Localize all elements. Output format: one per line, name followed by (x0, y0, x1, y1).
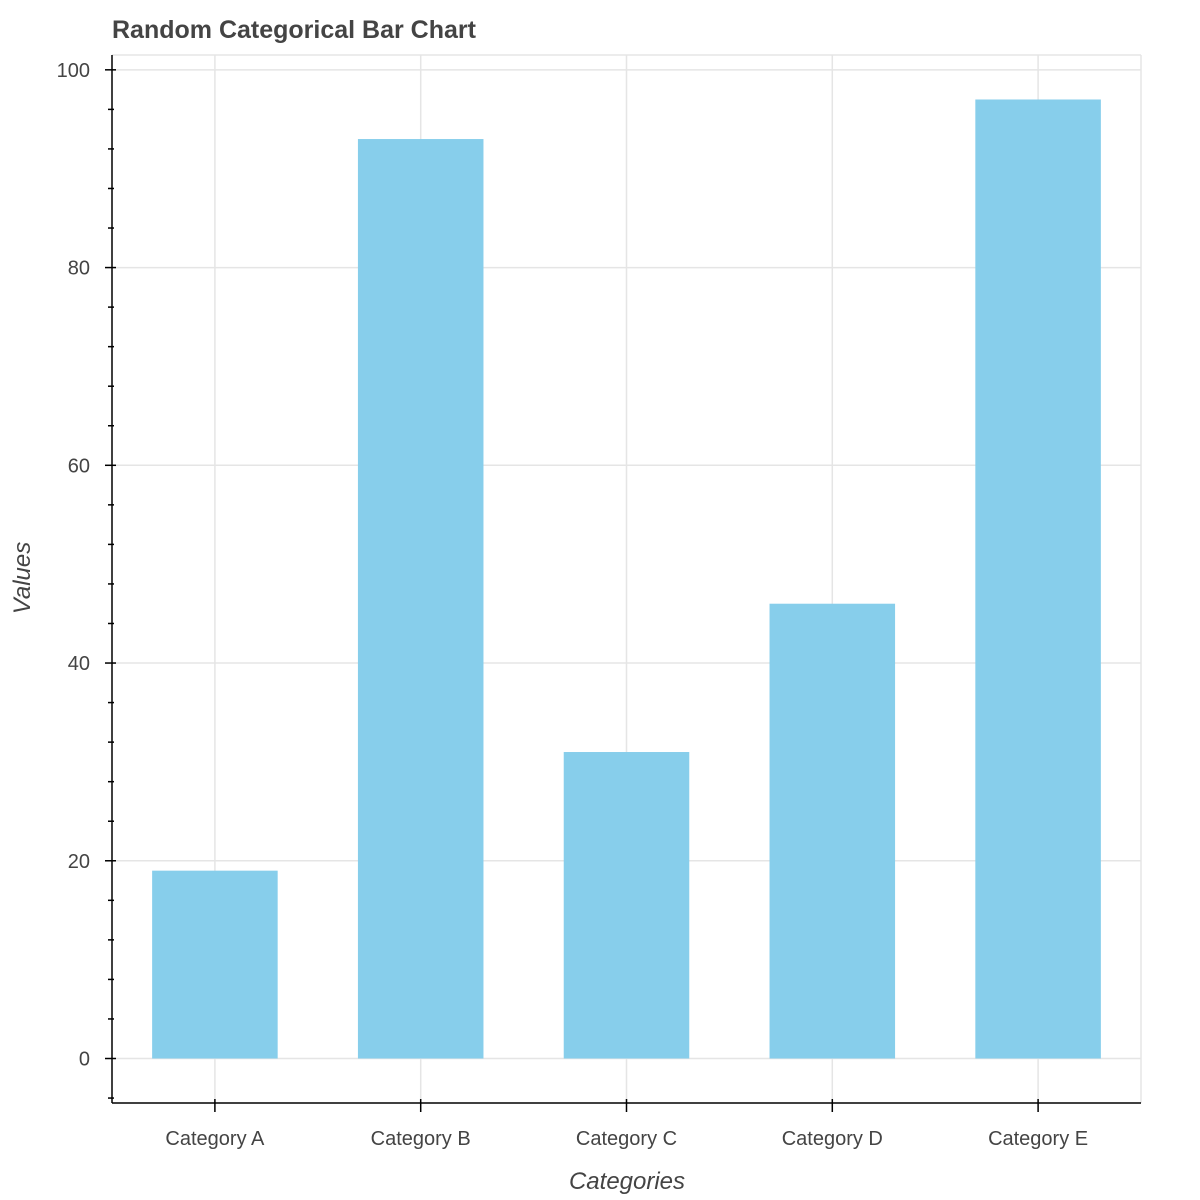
y-tick-label: 80 (68, 258, 90, 280)
y-tick-label: 40 (68, 653, 90, 675)
x-tick-label: Category D (782, 1128, 883, 1150)
bar-category-d (769, 603, 896, 1059)
x-axis-label: Categories (569, 1168, 685, 1195)
tick-labels: 0 20 40 60 80 100 Category A Category B Category… (57, 60, 1089, 1150)
y-tick-label: 100 (57, 60, 90, 82)
bar-category-e (975, 99, 1101, 1059)
y-tick-label: 20 (68, 851, 90, 873)
bar-category-c (563, 752, 690, 1059)
bar-category-b (357, 139, 484, 1059)
y-tick-label: 60 (68, 455, 90, 477)
x-tick-label: Category E (988, 1128, 1088, 1150)
axes (105, 55, 1141, 1112)
x-tick-label: Category A (165, 1128, 265, 1150)
x-tick-label: Category B (371, 1128, 471, 1150)
y-axis-label: Values (9, 542, 36, 615)
y-tick-label: 0 (79, 1049, 90, 1071)
chart-title: Random Categorical Bar Chart (112, 16, 477, 44)
x-tick-label: Category C (576, 1128, 677, 1150)
bars (152, 99, 1101, 1059)
bar-category-a (152, 870, 278, 1059)
